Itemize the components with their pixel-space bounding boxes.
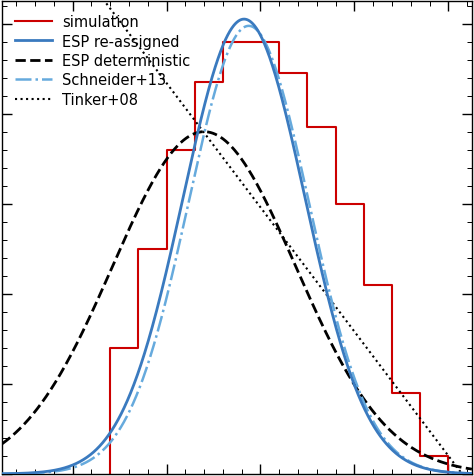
simulation [136, 247, 141, 252]
ESP re-assigned [241, 17, 247, 23]
simulation [333, 125, 338, 131]
simulation [164, 148, 169, 153]
Schneider+13 [246, 24, 252, 30]
Schneider+13 [469, 471, 474, 476]
simulation [333, 201, 338, 207]
simulation [107, 345, 113, 351]
ESP re-assigned [0, 471, 5, 476]
simulation [446, 471, 451, 476]
Schneider+13 [456, 470, 461, 476]
ESP re-assigned [456, 470, 461, 476]
ESP deterministic [456, 464, 461, 469]
ESP deterministic [228, 144, 234, 149]
simulation [361, 282, 367, 288]
simulation [418, 453, 423, 459]
ESP deterministic [23, 419, 29, 425]
ESP re-assigned [215, 57, 221, 62]
ESP re-assigned [369, 421, 375, 426]
simulation [248, 40, 254, 45]
Schneider+13 [23, 471, 29, 476]
Line: ESP re-assigned: ESP re-assigned [2, 20, 472, 474]
simulation [164, 247, 169, 252]
Line: ESP deterministic: ESP deterministic [2, 132, 472, 469]
simulation [192, 148, 198, 153]
Tinker+08 [455, 466, 461, 472]
ESP re-assigned [456, 470, 461, 476]
ESP re-assigned [23, 470, 29, 476]
Schneider+13 [456, 470, 461, 476]
simulation [248, 40, 254, 45]
Schneider+13 [228, 44, 233, 50]
simulation [276, 40, 282, 45]
simulation [305, 71, 310, 77]
ESP deterministic [0, 441, 5, 447]
Line: Schneider+13: Schneider+13 [2, 27, 472, 474]
simulation [192, 80, 198, 86]
simulation [418, 390, 423, 396]
simulation [136, 345, 141, 351]
Tinker+08 [456, 466, 461, 472]
simulation [220, 80, 226, 86]
Schneider+13 [0, 471, 5, 476]
simulation [276, 71, 282, 77]
simulation [107, 471, 113, 476]
Tinker+08 [228, 166, 233, 171]
ESP re-assigned [228, 28, 233, 34]
ESP deterministic [469, 466, 474, 472]
ESP deterministic [456, 464, 461, 469]
ESP deterministic [369, 407, 375, 413]
Tinker+08 [215, 149, 221, 155]
ESP re-assigned [469, 471, 474, 476]
Schneider+13 [215, 79, 221, 84]
simulation [446, 453, 451, 459]
simulation [305, 125, 310, 131]
simulation [361, 201, 367, 207]
ESP deterministic [216, 134, 221, 139]
simulation [389, 282, 395, 288]
simulation [220, 40, 226, 45]
ESP deterministic [201, 129, 207, 135]
Legend: simulation, ESP re-assigned, ESP deterministic, Schneider+13, Tinker+08: simulation, ESP re-assigned, ESP determi… [8, 8, 197, 115]
Line: simulation: simulation [110, 42, 448, 474]
Tinker+08 [369, 352, 375, 358]
Schneider+13 [369, 417, 375, 423]
simulation [389, 390, 395, 396]
